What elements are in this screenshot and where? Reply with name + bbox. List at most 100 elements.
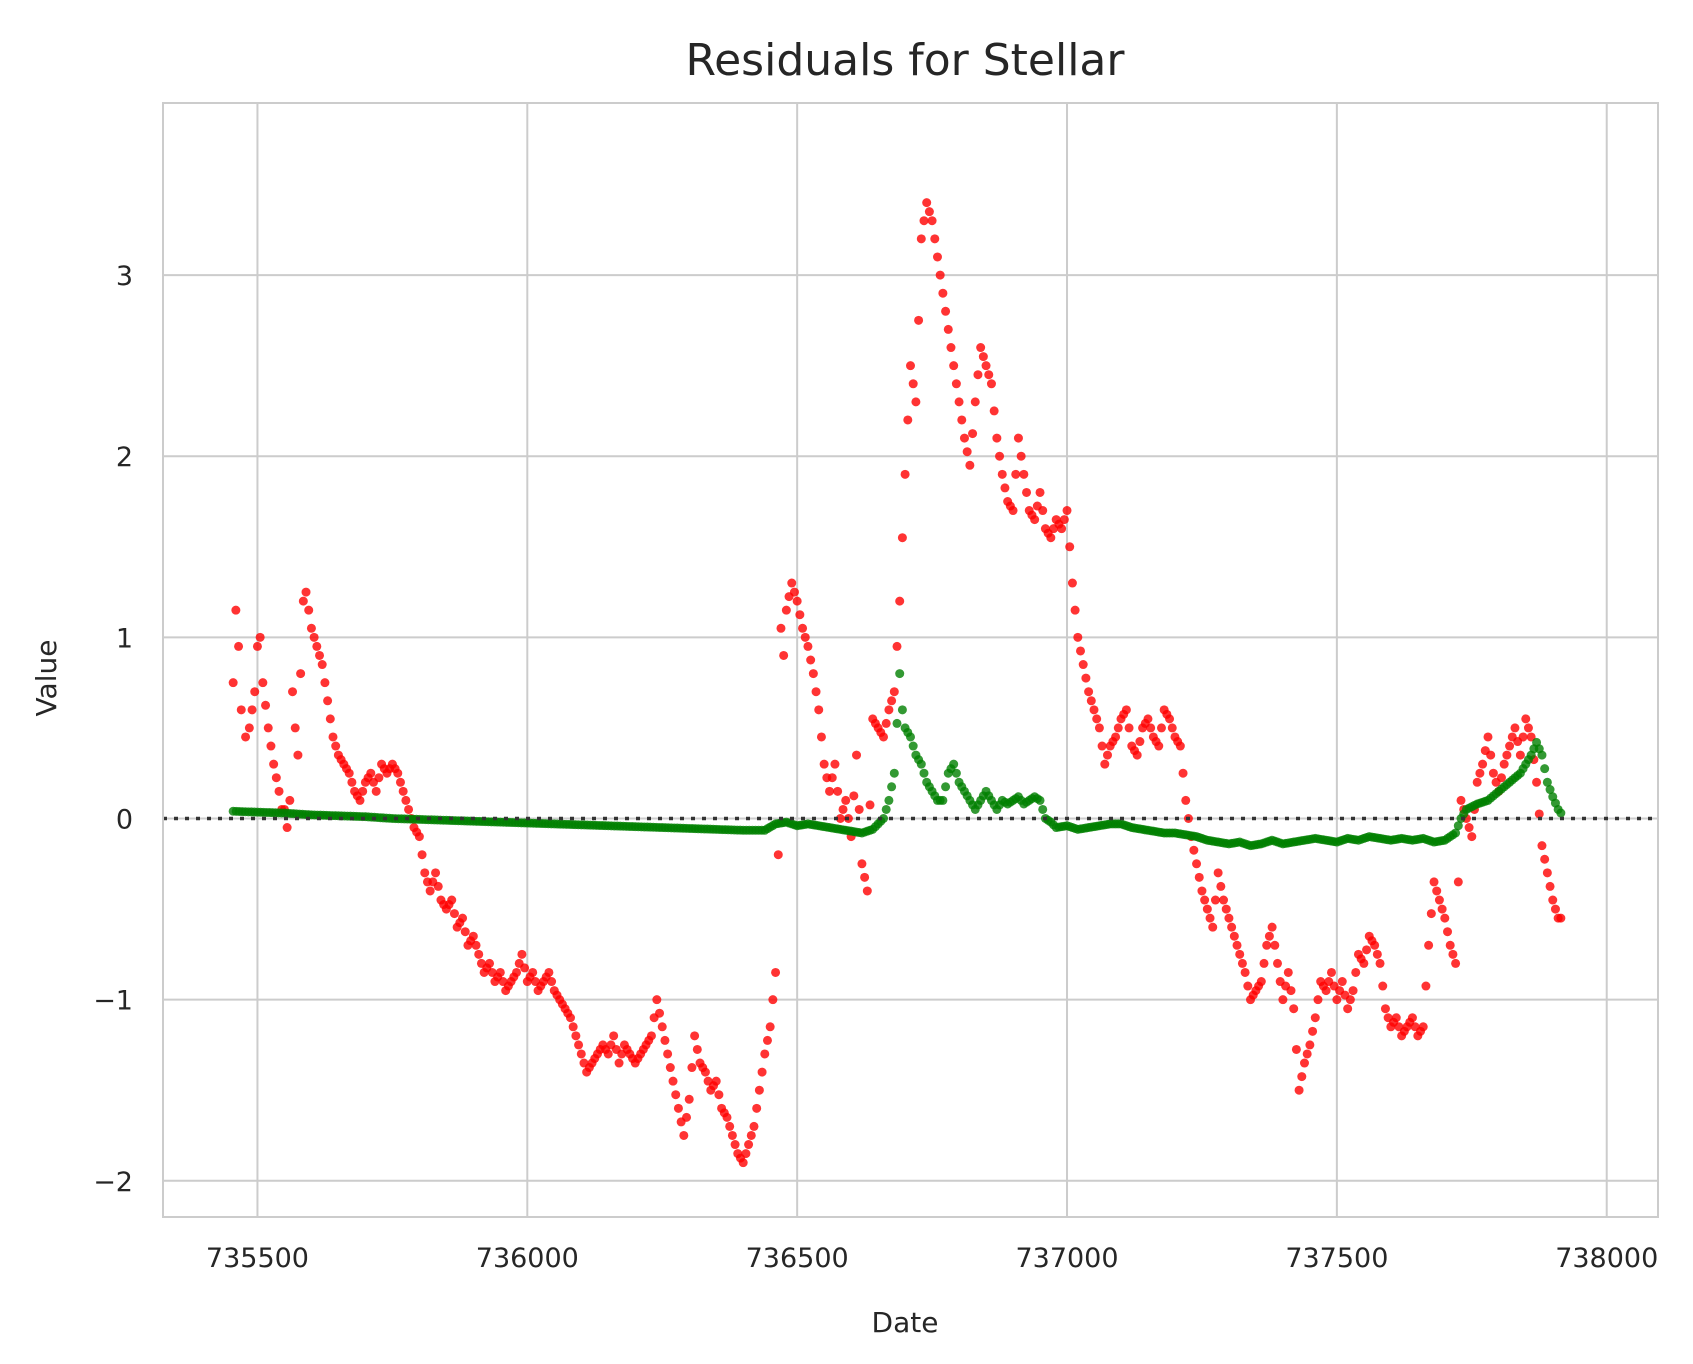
- data-point: [652, 995, 662, 1005]
- data-point: [957, 415, 967, 425]
- data-point: [250, 687, 260, 697]
- data-point: [274, 786, 284, 796]
- data-point: [941, 782, 951, 792]
- data-point: [1011, 469, 1021, 479]
- data-point: [1332, 995, 1342, 1005]
- data-point: [1502, 750, 1512, 760]
- data-point: [520, 963, 530, 973]
- data-point: [1302, 1049, 1312, 1059]
- grid: [163, 103, 1658, 1217]
- data-point: [865, 800, 875, 810]
- data-point: [798, 623, 808, 633]
- data-point: [395, 777, 405, 787]
- data-point: [1084, 687, 1094, 697]
- data-point: [1289, 1004, 1299, 1014]
- data-point: [1378, 981, 1388, 991]
- data-point: [420, 868, 430, 878]
- data-point: [571, 1031, 581, 1041]
- y-tick-label: 3: [116, 261, 133, 292]
- data-point: [908, 741, 918, 751]
- data-point: [288, 687, 298, 697]
- data-point: [1035, 795, 1045, 805]
- data-point: [1380, 1004, 1390, 1014]
- data-point: [1267, 922, 1277, 932]
- y-tick-label: −2: [93, 1167, 133, 1198]
- data-point: [906, 732, 915, 742]
- data-point: [1156, 723, 1166, 733]
- data-point: [458, 913, 468, 923]
- data-point: [255, 632, 265, 642]
- data-point: [989, 406, 999, 416]
- data-point: [285, 795, 295, 805]
- data-point: [565, 1013, 575, 1023]
- data-point: [819, 759, 829, 769]
- data-point: [860, 872, 870, 882]
- data-point: [1434, 895, 1444, 905]
- data-point: [768, 995, 778, 1005]
- data-point: [935, 270, 945, 280]
- data-point: [261, 700, 271, 710]
- data-point: [830, 759, 840, 769]
- data-point: [290, 723, 300, 733]
- x-axis-label: Date: [872, 1306, 939, 1339]
- data-point: [690, 1031, 700, 1041]
- data-point: [932, 252, 942, 262]
- data-point: [1200, 895, 1210, 905]
- data-point: [992, 433, 1002, 443]
- data-point: [1426, 909, 1436, 919]
- data-point: [1235, 949, 1245, 959]
- data-point: [911, 397, 921, 407]
- data-point: [1067, 578, 1077, 588]
- data-point: [968, 429, 978, 439]
- data-point: [304, 605, 314, 615]
- data-point: [949, 759, 959, 769]
- data-point: [1189, 845, 1199, 855]
- data-point: [892, 641, 902, 651]
- data-point: [722, 1112, 732, 1122]
- data-point: [1310, 1013, 1320, 1023]
- data-point: [1121, 705, 1131, 715]
- data-point: [887, 782, 897, 792]
- data-point: [938, 795, 948, 805]
- data-point: [485, 958, 495, 968]
- data-point: [814, 705, 824, 715]
- data-point: [568, 1022, 578, 1032]
- data-point: [879, 732, 889, 742]
- data-point: [1146, 723, 1156, 733]
- data-point: [1022, 487, 1032, 497]
- data-point: [1542, 777, 1552, 787]
- data-point: [1059, 515, 1069, 525]
- data-point: [692, 1044, 702, 1054]
- chart-title: Residuals for Stellar: [686, 35, 1126, 86]
- data-point: [792, 596, 802, 606]
- data-point: [1429, 877, 1439, 887]
- data-point: [1278, 995, 1288, 1005]
- data-point: [1518, 732, 1528, 742]
- data-point: [1165, 714, 1175, 724]
- data-point: [879, 813, 889, 823]
- data-point: [1256, 977, 1266, 987]
- data-point: [849, 791, 859, 801]
- data-point: [895, 669, 905, 679]
- data-point: [741, 1149, 751, 1159]
- data-point: [906, 361, 915, 371]
- data-point: [447, 895, 457, 905]
- data-point: [269, 759, 279, 769]
- data-point: [852, 750, 862, 760]
- data-point: [1359, 958, 1369, 968]
- y-axis-label: Value: [30, 640, 63, 717]
- data-point: [943, 324, 953, 334]
- data-point: [1057, 524, 1067, 534]
- data-point: [1351, 967, 1361, 977]
- data-point: [1532, 777, 1542, 787]
- data-point: [1440, 913, 1450, 923]
- data-point: [1167, 723, 1177, 733]
- data-point: [1448, 949, 1458, 959]
- data-point: [663, 1049, 673, 1059]
- data-point: [1550, 904, 1560, 914]
- data-point: [355, 795, 365, 805]
- data-point: [757, 1067, 767, 1077]
- data-point: [1081, 673, 1091, 683]
- data-point: [1205, 913, 1215, 923]
- data-point: [1348, 986, 1358, 996]
